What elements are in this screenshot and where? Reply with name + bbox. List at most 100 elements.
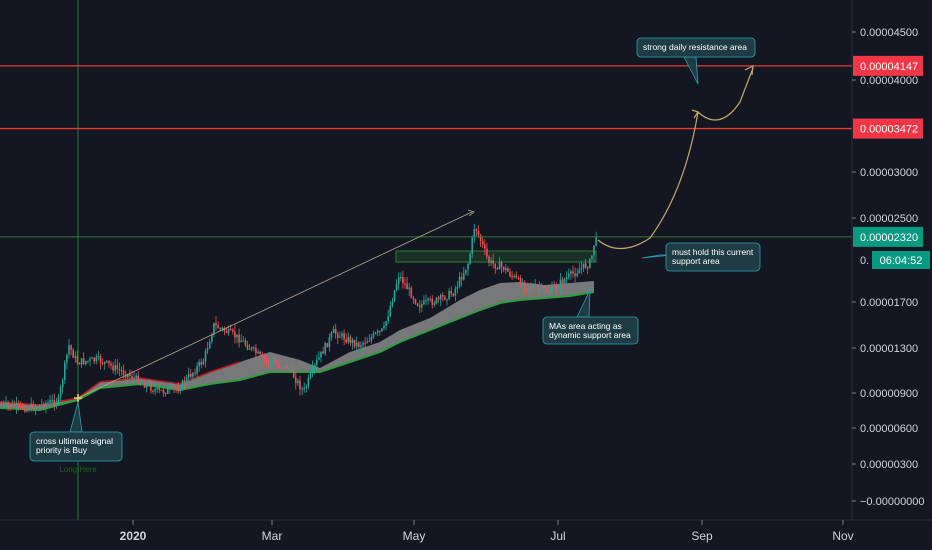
candle-body	[227, 328, 230, 333]
candle-body	[17, 403, 20, 405]
projection-arrowhead	[691, 109, 699, 119]
price-axis[interactable]: 0.00004500 0.00004000 0.00003000 0.00002500…	[851, 0, 925, 520]
candle-body	[9, 405, 11, 408]
candle-body	[372, 333, 375, 338]
candle-body	[542, 286, 545, 289]
candle-body	[1, 405, 3, 406]
projection-arrowhead	[744, 64, 754, 76]
candle-body	[305, 386, 308, 389]
candle-body	[118, 369, 121, 371]
candle-body	[36, 406, 39, 408]
candle-body	[158, 387, 161, 390]
candle-body	[242, 340, 245, 342]
price-tick-label: 0.00004000	[860, 75, 918, 87]
candle-body	[393, 290, 396, 302]
countdown-badge	[872, 251, 930, 269]
candle-body	[429, 298, 431, 300]
candle-body	[515, 275, 518, 278]
candle-body	[364, 342, 366, 344]
annotation-box-signal	[29, 431, 123, 462]
candle-body	[353, 339, 356, 347]
candle-body	[91, 357, 93, 359]
candle-body	[343, 333, 345, 340]
candle-body	[349, 336, 352, 344]
candle-body	[28, 408, 30, 411]
candle-body	[433, 303, 436, 305]
candle-body	[215, 323, 217, 325]
candle-body	[589, 259, 591, 268]
candle-body	[347, 336, 350, 343]
candle-body	[318, 357, 320, 360]
candle-body	[173, 385, 175, 388]
candle-body	[276, 363, 278, 365]
candle-body	[557, 287, 560, 289]
candle-body	[313, 364, 316, 368]
candle-body	[229, 328, 232, 330]
candle-body	[412, 297, 415, 300]
annotation-text-support: must hold this current	[672, 247, 754, 257]
candle-body	[238, 334, 240, 343]
candle-body	[414, 299, 417, 304]
candle-body	[553, 285, 555, 287]
candle-body	[427, 298, 429, 301]
candle-body	[469, 253, 471, 265]
price-badge-text: 0.00002320	[860, 232, 918, 244]
candle-body	[99, 356, 102, 363]
candle-body	[316, 359, 318, 365]
candle-body	[454, 288, 457, 296]
candle-body	[383, 325, 385, 329]
time-tick-label: Jul	[550, 529, 565, 543]
candle-body	[437, 297, 440, 300]
time-tick-label: 2020	[120, 529, 147, 543]
candle-body	[162, 390, 165, 393]
candle-body	[376, 330, 379, 333]
candle-body	[360, 345, 362, 348]
time-axis[interactable]: 2020 Mar May Jul Sep Nov	[0, 519, 932, 543]
candle-body	[486, 248, 488, 257]
candle-body	[341, 333, 343, 337]
candle-body	[55, 402, 58, 405]
candle-body	[51, 399, 53, 401]
annotations: strong daily resistance area must hold th…	[29, 37, 761, 474]
price-badges: 0.00004147 0.00003472 0.00002320 0. 06:04:52	[853, 55, 930, 269]
time-tick-label: Nov	[832, 529, 853, 543]
candle-body	[271, 360, 274, 362]
candle-body	[259, 351, 261, 354]
candle-body	[200, 362, 203, 365]
price-badge-text: 0.00003472	[860, 124, 918, 136]
candle-body	[425, 300, 427, 302]
trend-line	[77, 211, 473, 399]
annotation-text-resistance: strong daily resistance area	[643, 42, 747, 52]
candle-body	[538, 287, 541, 290]
candle-body	[150, 384, 152, 391]
candle-body	[280, 367, 282, 369]
candle-body	[496, 268, 499, 270]
candle-body	[513, 275, 515, 277]
candle-body	[225, 331, 228, 333]
candle-body	[402, 276, 404, 284]
candle-body	[30, 403, 32, 411]
annotation-text-mas: dynamic support area	[549, 330, 631, 340]
countdown-text: 06:04:52	[880, 255, 923, 267]
candle-body	[439, 294, 442, 300]
candle-body	[244, 340, 247, 345]
candle-body	[114, 365, 116, 371]
candle-body	[521, 283, 524, 287]
candle-body	[322, 351, 324, 354]
candle-body	[416, 303, 419, 306]
candle-body	[217, 324, 219, 329]
candle-body	[477, 231, 480, 236]
candle-body	[171, 385, 173, 387]
candle-body	[169, 386, 171, 388]
candle-body	[355, 342, 358, 347]
candle-body	[40, 403, 43, 405]
price-tick-label: 0.00004500	[860, 27, 918, 39]
candle-body	[221, 327, 224, 329]
candle-body	[479, 235, 482, 242]
candle-body	[211, 334, 213, 342]
candle-body	[240, 340, 242, 343]
candle-body	[463, 273, 465, 280]
candle-body	[385, 321, 387, 326]
candle-body	[295, 377, 297, 384]
